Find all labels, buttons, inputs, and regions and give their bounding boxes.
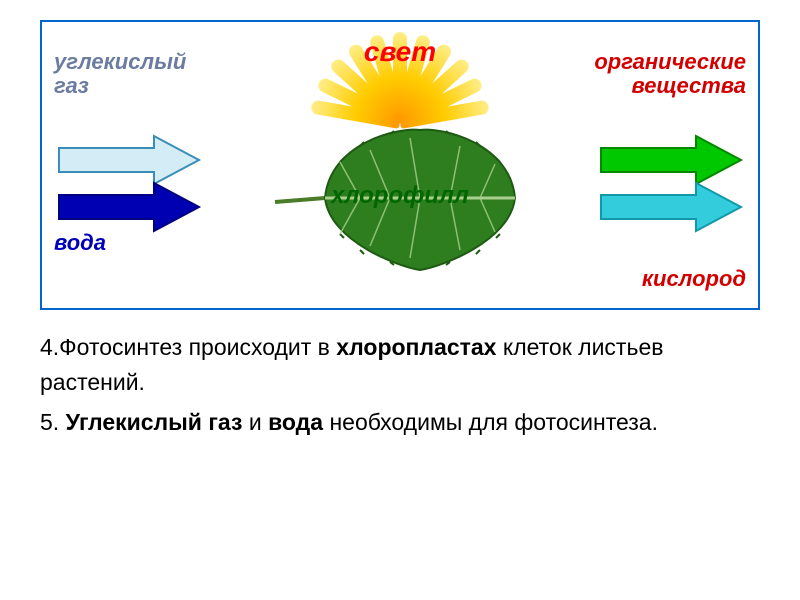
chlorophyll-label: хлорофилл	[331, 182, 469, 210]
sun-label: свет	[364, 36, 436, 68]
water-arrow	[54, 177, 204, 237]
oxygen-label: кислород	[642, 266, 746, 292]
organic-text-line2: вещества	[631, 73, 746, 98]
line-5: 5. Углекислый газ и вода необходимы для …	[40, 405, 760, 440]
line-4: 4.Фотосинтез происходит в хлоропластах к…	[40, 330, 760, 399]
line5-mid: и	[242, 409, 268, 435]
co2-label: углекислый газ	[54, 50, 186, 98]
caption-text: 4.Фотосинтез происходит в хлоропластах к…	[40, 330, 760, 446]
organic-text-line1: органические	[594, 49, 746, 74]
water-label: вода	[54, 230, 106, 256]
line5-bold2: вода	[268, 409, 323, 435]
organic-label: органические вещества	[594, 50, 746, 98]
line5-bold1: Углекислый газ	[66, 409, 243, 435]
line4-prefix: 4.Фотосинтез происходит в	[40, 334, 336, 360]
oxygen-arrow	[596, 177, 746, 237]
co2-text-line2: газ	[54, 73, 89, 98]
line5-suffix: необходимы для фотосинтеза.	[323, 409, 658, 435]
line5-prefix: 5.	[40, 409, 66, 435]
co2-text-line1: углекислый	[54, 49, 186, 74]
line4-bold: хлоропластах	[336, 334, 496, 360]
photosynthesis-diagram: свет углекислый газ органические веществ…	[40, 20, 760, 310]
leaf: хлорофилл	[270, 122, 530, 272]
